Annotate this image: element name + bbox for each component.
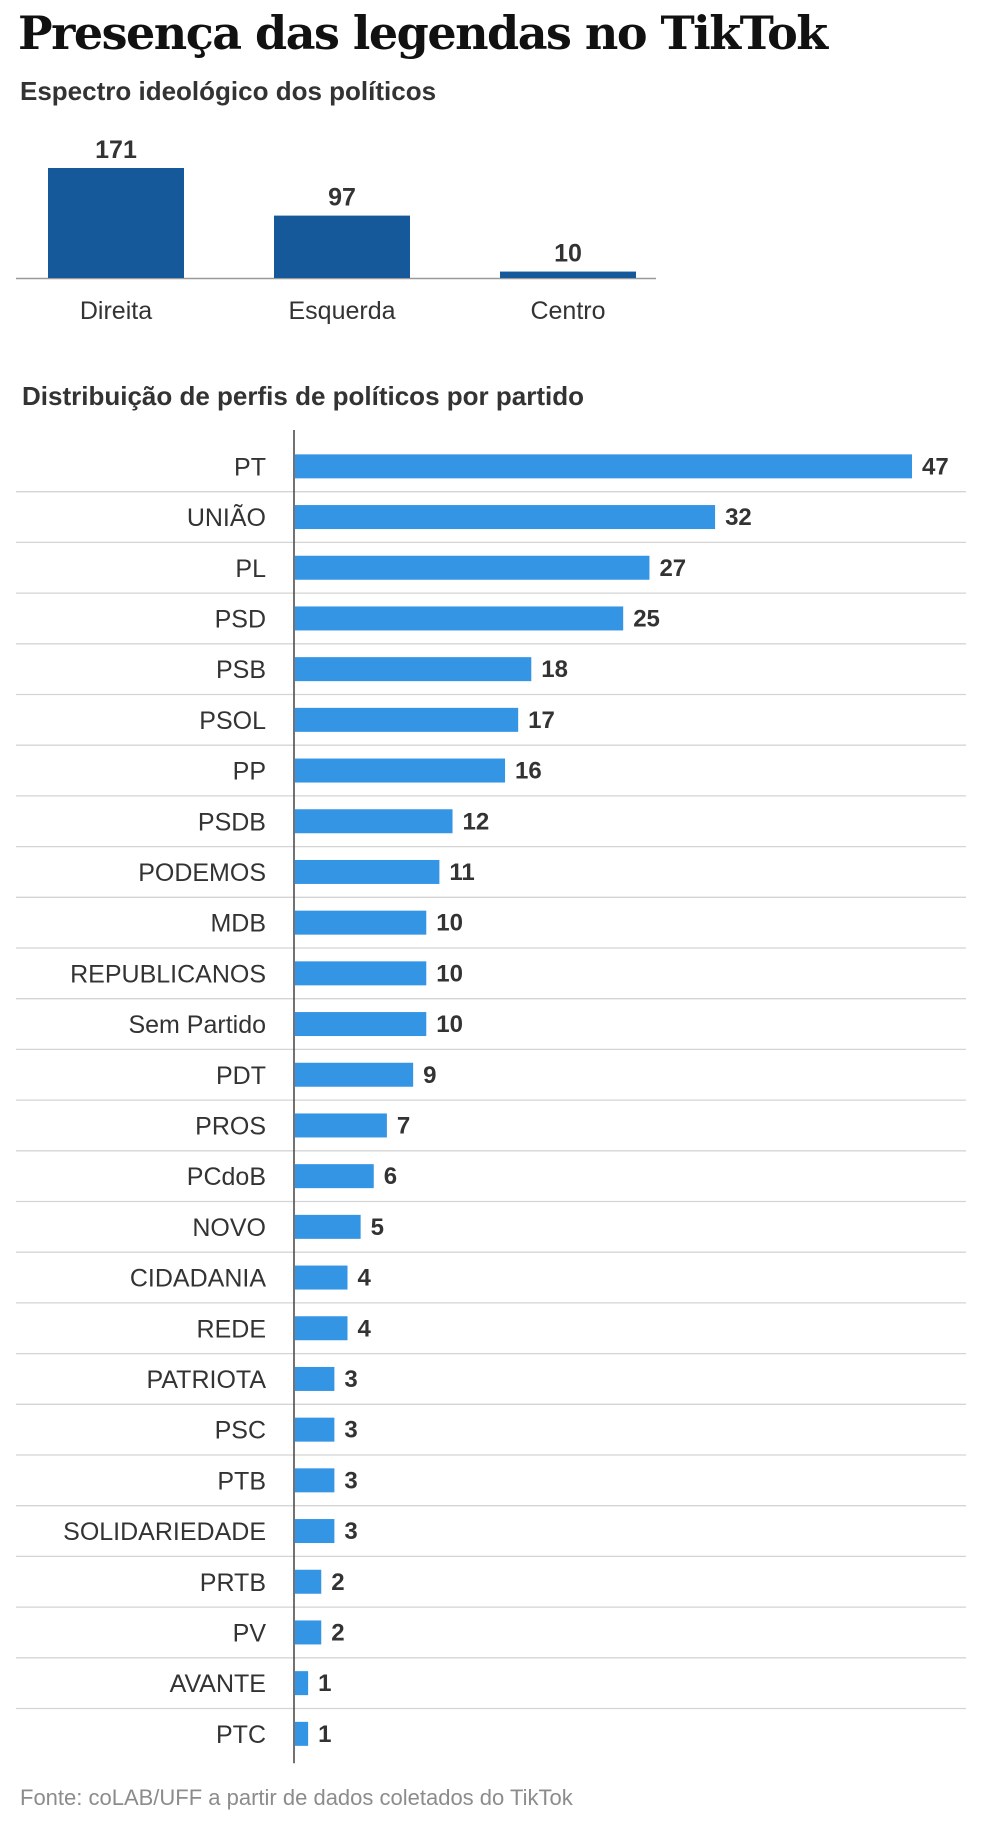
- party-category-label-11: Sem Partido: [128, 1011, 266, 1039]
- spectrum-value-label-2: 10: [554, 240, 582, 268]
- spectrum-category-label-2: Centro: [530, 297, 605, 325]
- party-category-label-16: CIDADANIA: [130, 1265, 266, 1293]
- party-bar-4: [295, 657, 532, 682]
- party-value-label-1: 32: [725, 504, 752, 531]
- party-category-label-23: PV: [233, 1619, 267, 1647]
- party-value-label-24: 1: [318, 1670, 331, 1697]
- party-category-label-7: PSDB: [198, 808, 266, 836]
- party-value-label-10: 10: [436, 960, 463, 987]
- party-value-label-22: 2: [331, 1569, 344, 1596]
- party-category-label-10: REPUBLICANOS: [70, 960, 266, 988]
- party-bar-7: [295, 809, 453, 834]
- party-bar-3: [295, 606, 624, 631]
- party-value-label-4: 18: [541, 656, 568, 683]
- party-category-label-13: PROS: [195, 1112, 266, 1140]
- party-bar-5: [295, 707, 519, 732]
- spectrum-category-label-0: Direita: [80, 297, 152, 325]
- party-bar-2: [295, 555, 650, 580]
- party-value-label-11: 10: [436, 1011, 463, 1038]
- party-category-label-9: MDB: [210, 910, 266, 938]
- party-category-label-20: PTB: [217, 1467, 266, 1495]
- party-value-label-9: 10: [436, 910, 463, 937]
- party-value-label-20: 3: [344, 1467, 357, 1494]
- party-value-label-0: 47: [922, 453, 949, 480]
- party-value-label-17: 4: [358, 1315, 372, 1342]
- party-bar-22: [295, 1569, 322, 1594]
- party-bar-24: [295, 1671, 309, 1696]
- spectrum-bar-0: [48, 168, 184, 278]
- party-bar-20: [295, 1468, 335, 1493]
- party-bar-12: [295, 1062, 414, 1087]
- party-bar-11: [295, 1012, 427, 1037]
- spectrum-bar-2: [500, 271, 636, 278]
- party-bar-10: [295, 961, 427, 986]
- party-category-label-6: PP: [233, 758, 266, 786]
- party-bar-0: [295, 454, 912, 479]
- party-bar-21: [295, 1519, 335, 1544]
- party-bar-6: [295, 758, 506, 783]
- party-bar-25: [295, 1721, 309, 1746]
- party-category-label-15: NOVO: [192, 1214, 266, 1242]
- spectrum-category-label-1: Esquerda: [288, 297, 395, 325]
- party-value-label-2: 27: [659, 555, 686, 582]
- party-bar-14: [295, 1164, 374, 1189]
- party-value-label-16: 4: [358, 1265, 372, 1292]
- party-chart-title: Distribuição de perfis de políticos por …: [22, 381, 584, 411]
- party-bar-9: [295, 910, 427, 935]
- party-value-label-5: 17: [528, 707, 555, 734]
- party-category-label-1: UNIÃO: [187, 503, 266, 532]
- party-value-label-21: 3: [344, 1518, 357, 1545]
- party-category-label-3: PSD: [215, 605, 266, 633]
- party-category-label-19: PSC: [215, 1417, 266, 1445]
- party-bar-16: [295, 1265, 348, 1290]
- party-bar-15: [295, 1214, 361, 1239]
- spectrum-chart: 171 Direita 97 Esquerda 10 Centro: [16, 136, 656, 325]
- party-category-label-17: REDE: [197, 1315, 266, 1343]
- party-value-label-3: 25: [633, 605, 660, 632]
- source-note: Fonte: coLAB/UFF a partir de dados colet…: [20, 1785, 573, 1810]
- party-value-label-6: 16: [515, 758, 542, 785]
- party-category-label-4: PSB: [216, 656, 266, 684]
- party-bar-18: [295, 1366, 335, 1391]
- spectrum-value-label-0: 171: [95, 136, 137, 164]
- party-bar-13: [295, 1113, 387, 1138]
- party-bar-17: [295, 1316, 348, 1341]
- party-category-label-0: PT: [234, 453, 266, 481]
- spectrum-value-label-1: 97: [328, 184, 356, 212]
- spectrum-bar-1: [274, 215, 410, 278]
- party-category-label-14: PCdoB: [187, 1163, 266, 1191]
- party-category-label-21: SOLIDARIEDADE: [63, 1518, 266, 1546]
- party-category-label-18: PATRIOTA: [147, 1366, 267, 1394]
- party-value-label-14: 6: [384, 1163, 397, 1190]
- spectrum-chart-title: Espectro ideológico dos políticos: [20, 76, 437, 106]
- chart-title: Presença das legendas no TikTok: [18, 6, 828, 60]
- party-category-label-24: AVANTE: [170, 1670, 266, 1698]
- party-value-label-13: 7: [397, 1112, 410, 1139]
- party-category-label-8: PODEMOS: [138, 859, 266, 887]
- party-category-label-2: PL: [235, 555, 266, 583]
- party-category-label-5: PSOL: [199, 707, 266, 735]
- party-bar-8: [295, 859, 440, 884]
- party-bar-1: [295, 505, 716, 530]
- party-value-label-19: 3: [344, 1417, 357, 1444]
- party-value-label-18: 3: [344, 1366, 357, 1393]
- party-category-label-12: PDT: [216, 1062, 266, 1090]
- party-value-label-8: 11: [449, 859, 474, 886]
- party-value-label-23: 2: [331, 1619, 344, 1646]
- party-value-label-7: 12: [463, 808, 490, 835]
- party-category-label-25: PTC: [216, 1721, 266, 1749]
- party-value-label-25: 1: [318, 1721, 331, 1748]
- party-bar-23: [295, 1620, 322, 1645]
- party-category-label-22: PRTB: [200, 1569, 266, 1597]
- party-value-label-15: 5: [371, 1214, 384, 1241]
- party-value-label-12: 9: [423, 1062, 436, 1089]
- party-bar-19: [295, 1417, 335, 1442]
